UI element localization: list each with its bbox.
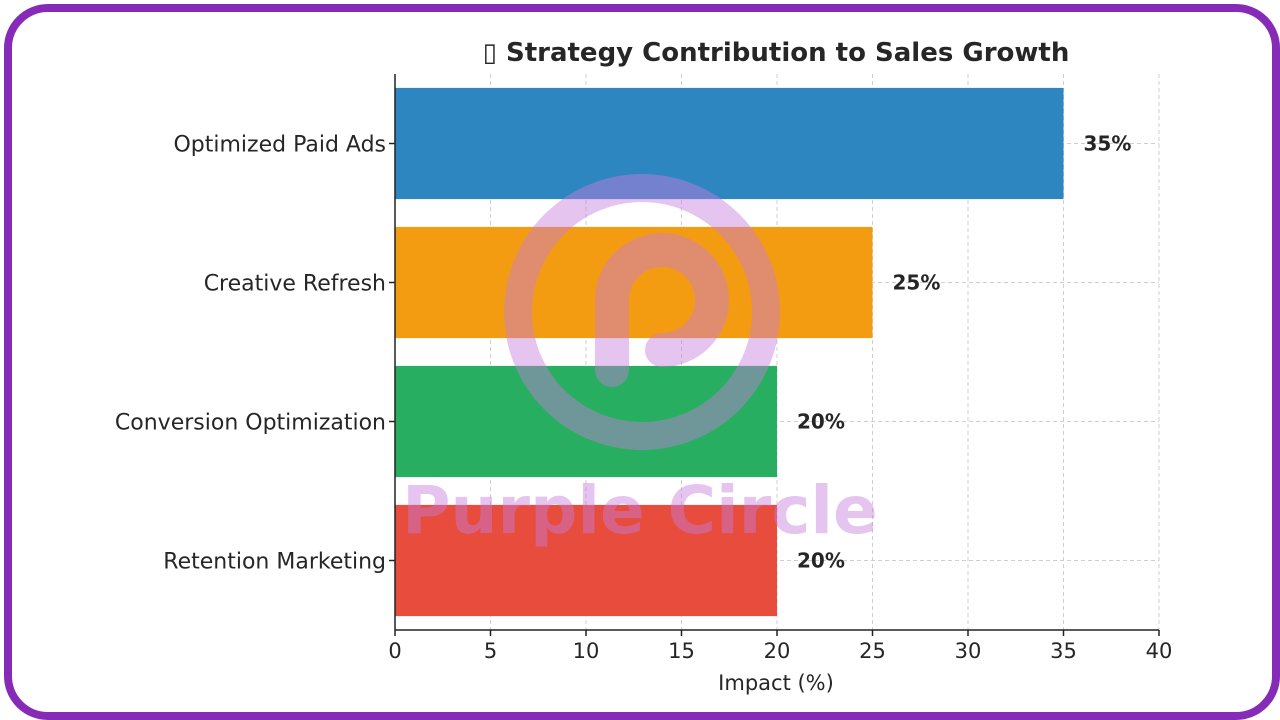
bar (395, 365, 777, 478)
category-label: Optimized Paid Ads (173, 133, 386, 158)
bar (395, 504, 777, 617)
x-axis-title: Impact (%) (718, 671, 834, 695)
x-tick-label: 40 (1146, 639, 1173, 663)
watermark: Purple Circle (402, 174, 878, 549)
x-tick-label: 15 (668, 639, 695, 663)
x-tick-label: 25 (859, 639, 886, 663)
category-label: Creative Refresh (204, 272, 386, 297)
watermark-ring (504, 174, 780, 450)
axes (389, 74, 1160, 636)
bar (395, 87, 1064, 200)
value-label: 20% (797, 410, 845, 434)
value-label: 20% (797, 549, 845, 573)
x-tick-label: 0 (388, 639, 401, 663)
x-tick-label: 30 (955, 639, 982, 663)
watermark-text: Purple Circle (402, 472, 878, 549)
category-label: Retention Marketing (163, 550, 386, 575)
value-label: 25% (893, 271, 941, 295)
watermark-p-icon (595, 233, 729, 387)
x-tick-label: 20 (764, 639, 791, 663)
value-label: 35% (1084, 132, 1132, 156)
labels: 0 5 10 15 20 25 30 35 40 Optimized Paid Ads 35% Cre… (115, 132, 1172, 664)
category-label: Conversion Optimization (115, 411, 386, 436)
x-tick-label: 10 (573, 639, 600, 663)
bar (395, 226, 873, 339)
bars (395, 87, 1064, 617)
x-tick-label: 35 (1050, 639, 1077, 663)
x-tick-label: 5 (484, 639, 497, 663)
chart-title: ▯ Strategy Contribution to Sales Growth (483, 38, 1070, 68)
